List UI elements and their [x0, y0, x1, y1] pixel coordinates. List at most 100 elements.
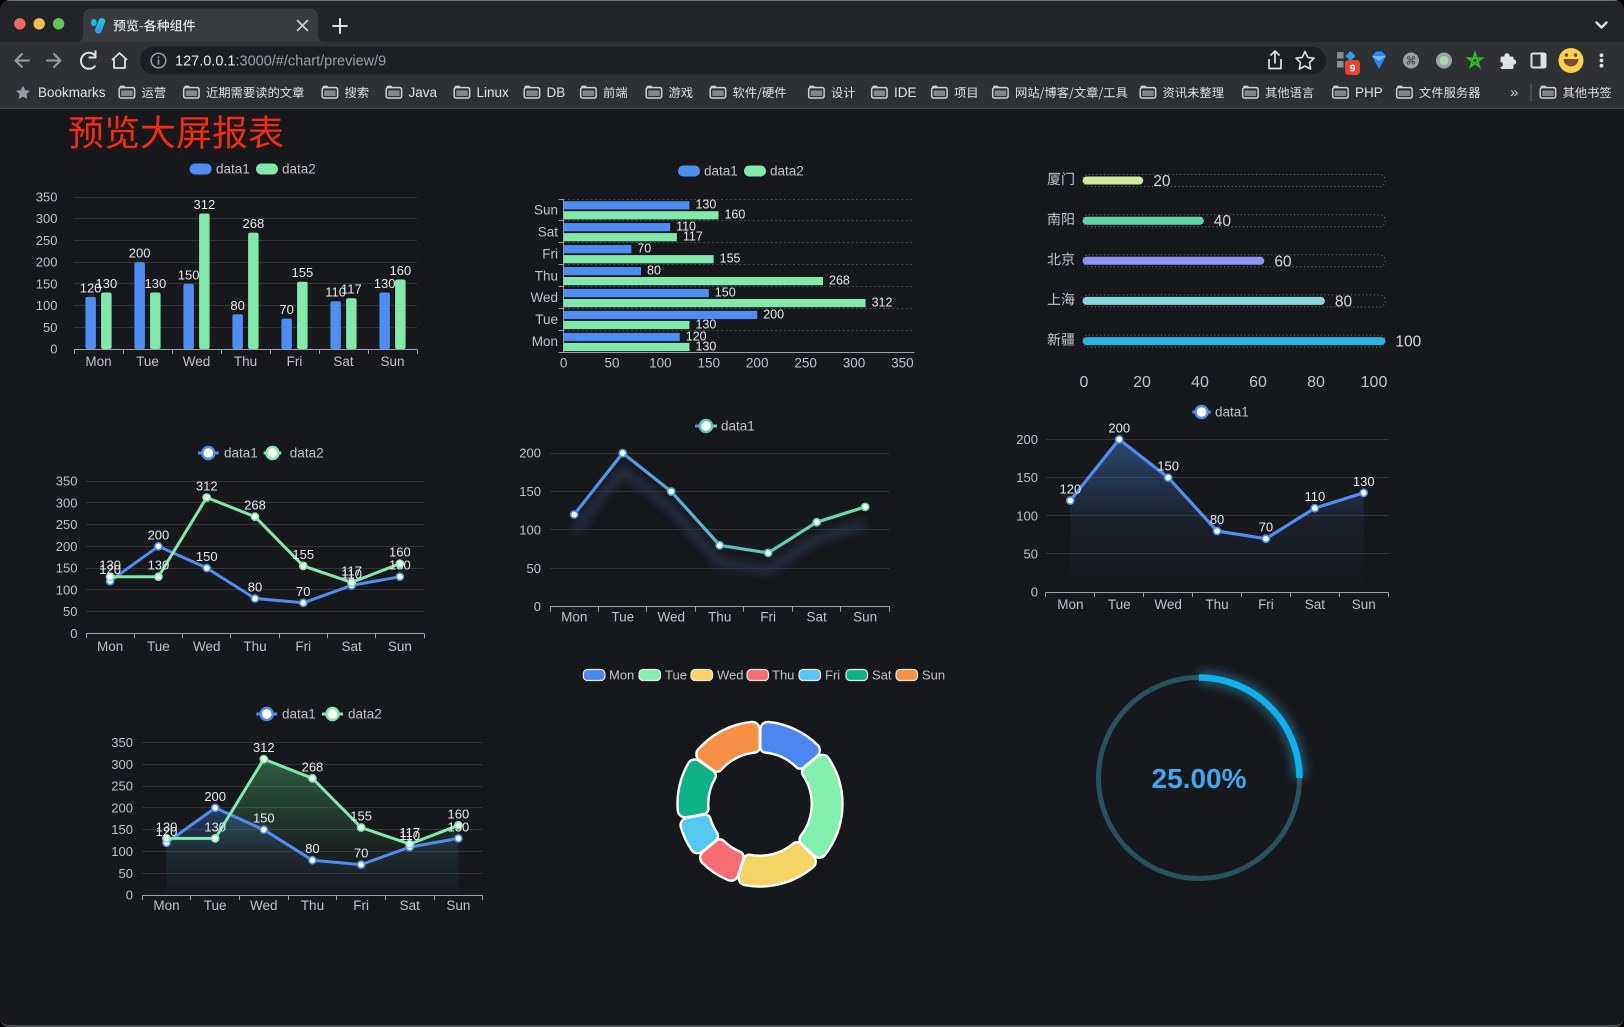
svg-text:130: 130 — [144, 276, 166, 291]
svg-text:200: 200 — [129, 246, 151, 261]
svg-text:100: 100 — [649, 356, 672, 371]
svg-text:Sat: Sat — [872, 668, 892, 683]
svg-text:80: 80 — [1335, 293, 1353, 310]
svg-text:40: 40 — [1191, 374, 1209, 391]
svg-text:data1: data1 — [1215, 405, 1249, 420]
svg-text:150: 150 — [36, 276, 58, 291]
svg-text:data2: data2 — [282, 162, 316, 177]
svg-text:350: 350 — [111, 735, 133, 750]
svg-text:117: 117 — [341, 563, 362, 578]
svg-text:268: 268 — [242, 216, 264, 231]
svg-text:80: 80 — [248, 579, 262, 594]
svg-text:312: 312 — [196, 479, 218, 494]
svg-text:Thu: Thu — [234, 354, 257, 369]
svg-text:0: 0 — [70, 626, 77, 641]
svg-text:data1: data1 — [704, 164, 738, 179]
svg-text:0: 0 — [534, 599, 541, 614]
svg-text:200: 200 — [519, 446, 541, 461]
svg-text:PHP: PHP — [1355, 85, 1383, 100]
svg-text:Mon: Mon — [609, 668, 634, 683]
svg-text:300: 300 — [56, 495, 78, 510]
svg-text:160: 160 — [389, 263, 411, 278]
svg-text:0: 0 — [560, 356, 568, 371]
svg-text:data2: data2 — [290, 446, 324, 461]
svg-text:200: 200 — [763, 307, 784, 321]
svg-text:200: 200 — [56, 539, 78, 554]
svg-text:Sat: Sat — [807, 610, 828, 625]
svg-text:data1: data1 — [224, 446, 258, 461]
svg-text:268: 268 — [244, 498, 266, 513]
svg-text:300: 300 — [111, 757, 133, 772]
svg-text:50: 50 — [119, 866, 133, 881]
svg-text:Sun: Sun — [446, 898, 470, 913]
svg-text:117: 117 — [341, 282, 362, 297]
svg-text:50: 50 — [527, 561, 541, 576]
svg-text:150: 150 — [1016, 470, 1038, 485]
svg-text:Wed: Wed — [193, 639, 221, 654]
svg-text:Thu: Thu — [708, 610, 731, 625]
svg-text:300: 300 — [843, 356, 866, 371]
svg-text:150: 150 — [715, 285, 736, 299]
svg-text:312: 312 — [253, 740, 275, 755]
svg-text:150: 150 — [178, 267, 200, 282]
svg-text:200: 200 — [36, 255, 58, 270]
svg-text:117: 117 — [683, 230, 703, 244]
svg-text:Thu: Thu — [1205, 597, 1228, 612]
svg-text:20: 20 — [1133, 374, 1151, 391]
svg-text:Sun: Sun — [388, 639, 412, 654]
svg-text:200: 200 — [746, 356, 769, 371]
svg-text:130: 130 — [448, 819, 470, 834]
svg-text:100: 100 — [56, 582, 78, 597]
svg-text:100: 100 — [1361, 374, 1388, 391]
svg-text:200: 200 — [111, 800, 133, 815]
svg-text:130: 130 — [374, 276, 396, 291]
svg-text:200: 200 — [204, 789, 226, 804]
svg-text:250: 250 — [794, 356, 817, 371]
svg-text:130: 130 — [695, 198, 716, 212]
svg-text:DB: DB — [547, 85, 566, 100]
svg-text:40: 40 — [1214, 213, 1232, 230]
svg-text:50: 50 — [43, 320, 57, 335]
svg-text:70: 70 — [279, 302, 293, 317]
svg-text:Mon: Mon — [153, 898, 179, 913]
svg-text:155: 155 — [720, 251, 741, 265]
svg-text:130: 130 — [389, 558, 411, 573]
svg-text:Mon: Mon — [97, 639, 123, 654]
svg-text:80: 80 — [230, 298, 244, 313]
svg-text:25.00%: 25.00% — [1152, 763, 1247, 794]
svg-text:150: 150 — [253, 811, 275, 826]
svg-text:Wed: Wed — [250, 898, 278, 913]
svg-text:120: 120 — [1059, 481, 1081, 496]
svg-text:Fri: Fri — [295, 639, 311, 654]
svg-text:250: 250 — [111, 779, 133, 794]
svg-text:110: 110 — [1304, 489, 1325, 504]
svg-text:Fri: Fri — [1258, 597, 1274, 612]
svg-text:150: 150 — [698, 356, 721, 371]
svg-text:160: 160 — [389, 545, 411, 560]
svg-text:268: 268 — [302, 759, 324, 774]
svg-text:130: 130 — [156, 819, 178, 834]
svg-text:data2: data2 — [770, 164, 804, 179]
svg-text:80: 80 — [647, 263, 661, 277]
svg-text:80: 80 — [305, 841, 319, 856]
svg-text:150: 150 — [196, 549, 218, 564]
svg-text:Bookmarks: Bookmarks — [38, 85, 106, 100]
svg-text:70: 70 — [637, 241, 651, 255]
svg-text:60: 60 — [1249, 374, 1267, 391]
svg-text:Wed: Wed — [183, 354, 211, 369]
svg-text:100: 100 — [111, 844, 133, 859]
svg-text:Wed: Wed — [530, 290, 558, 305]
svg-text:80: 80 — [1307, 374, 1325, 391]
svg-text:160: 160 — [724, 208, 745, 222]
svg-text:⌘: ⌘ — [1406, 56, 1417, 68]
svg-text:130: 130 — [148, 558, 170, 573]
svg-text:50: 50 — [63, 604, 77, 619]
svg-text:Tue: Tue — [665, 668, 687, 683]
svg-text:250: 250 — [36, 233, 58, 248]
svg-text:Fri: Fri — [287, 354, 303, 369]
svg-text:Mon: Mon — [532, 334, 558, 349]
svg-text:350: 350 — [56, 474, 78, 489]
svg-text:20: 20 — [1153, 173, 1171, 190]
svg-text:150: 150 — [519, 484, 541, 499]
svg-text:350: 350 — [891, 356, 914, 371]
